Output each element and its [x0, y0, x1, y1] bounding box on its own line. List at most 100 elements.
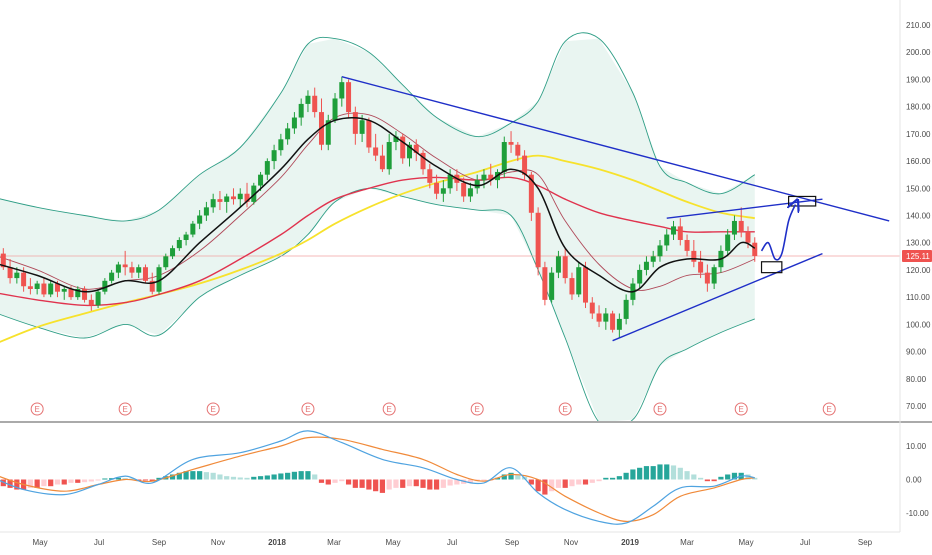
earnings-marker[interactable]: E	[382, 402, 396, 416]
candle[interactable]	[48, 280, 54, 298]
candle[interactable]	[467, 182, 473, 202]
candle[interactable]	[474, 174, 480, 194]
candle[interactable]	[264, 158, 270, 181]
candle[interactable]	[251, 182, 257, 205]
candle[interactable]	[373, 133, 379, 162]
candle[interactable]	[440, 180, 446, 202]
candle[interactable]	[271, 144, 277, 170]
candle[interactable]	[549, 267, 555, 303]
candle[interactable]	[427, 163, 433, 189]
candle[interactable]	[603, 308, 609, 330]
candle[interactable]	[95, 288, 101, 309]
candle[interactable]	[671, 220, 677, 240]
candle[interactable]	[34, 280, 40, 295]
earnings-marker[interactable]: E	[118, 402, 132, 416]
candle[interactable]	[75, 286, 81, 300]
candle[interactable]	[244, 182, 250, 208]
candle[interactable]	[691, 239, 697, 268]
candle[interactable]	[183, 231, 189, 246]
earnings-marker[interactable]: E	[30, 402, 44, 416]
candle[interactable]	[576, 261, 582, 298]
candle[interactable]	[420, 150, 426, 175]
candle[interactable]	[657, 239, 663, 262]
earnings-marker[interactable]: E	[653, 402, 667, 416]
candle[interactable]	[352, 106, 358, 145]
candle[interactable]	[88, 294, 94, 311]
candle[interactable]	[508, 131, 514, 153]
candle[interactable]	[447, 169, 453, 194]
candle[interactable]	[366, 117, 372, 153]
candle[interactable]	[163, 253, 169, 270]
candle[interactable]	[82, 286, 88, 303]
candle[interactable]	[156, 264, 162, 295]
earnings-marker[interactable]: E	[206, 402, 220, 416]
candle[interactable]	[542, 261, 548, 306]
target-box[interactable]	[760, 261, 783, 274]
candle[interactable]	[203, 201, 209, 221]
macd-panel[interactable]	[0, 430, 758, 525]
candle[interactable]	[535, 207, 541, 276]
candle[interactable]	[413, 139, 419, 162]
candle[interactable]	[291, 112, 297, 134]
candle[interactable]	[325, 114, 331, 151]
candle[interactable]	[41, 278, 47, 298]
candle[interactable]	[359, 114, 365, 143]
earnings-marker[interactable]: E	[734, 402, 748, 416]
candle[interactable]	[237, 188, 243, 208]
candle[interactable]	[596, 305, 602, 328]
candle[interactable]	[285, 122, 291, 145]
candle[interactable]	[386, 133, 392, 175]
candle[interactable]	[61, 286, 67, 300]
candle[interactable]	[109, 269, 115, 284]
candle[interactable]	[332, 93, 338, 123]
earnings-marker[interactable]: E	[470, 402, 484, 416]
candle[interactable]	[312, 87, 318, 118]
candle[interactable]	[752, 237, 758, 262]
candle[interactable]	[339, 76, 345, 107]
candle[interactable]	[298, 98, 304, 126]
candle[interactable]	[217, 191, 223, 211]
candle[interactable]	[136, 264, 142, 279]
candle[interactable]	[684, 234, 690, 257]
candle[interactable]	[7, 259, 13, 284]
candle[interactable]	[434, 174, 440, 200]
candle[interactable]	[176, 237, 182, 251]
candle[interactable]	[224, 193, 230, 213]
candle[interactable]	[230, 188, 236, 205]
candle[interactable]	[102, 278, 108, 295]
candle[interactable]	[583, 261, 589, 309]
candle[interactable]	[555, 250, 561, 279]
candle[interactable]	[400, 133, 406, 164]
candle[interactable]	[589, 297, 595, 319]
candle[interactable]	[379, 144, 385, 172]
candle[interactable]	[122, 250, 128, 276]
candle[interactable]	[515, 142, 521, 162]
candle[interactable]	[346, 79, 352, 118]
candle[interactable]	[610, 310, 616, 333]
candle[interactable]	[650, 250, 656, 268]
trendline[interactable]	[612, 252, 823, 342]
candle[interactable]	[129, 261, 135, 279]
candle[interactable]	[190, 220, 196, 238]
candle[interactable]	[569, 272, 575, 300]
candle[interactable]	[664, 229, 670, 251]
candle[interactable]	[731, 215, 737, 240]
earnings-marker[interactable]: E	[822, 402, 836, 416]
candle[interactable]	[210, 193, 216, 213]
candle[interactable]	[562, 248, 568, 284]
candle[interactable]	[115, 261, 121, 279]
candle[interactable]	[616, 313, 622, 338]
candle[interactable]	[623, 294, 629, 325]
candle[interactable]	[481, 169, 487, 189]
earnings-marker[interactable]: E	[301, 402, 315, 416]
candle[interactable]	[27, 278, 33, 295]
candle[interactable]	[488, 163, 494, 186]
candle[interactable]	[197, 210, 203, 230]
candle[interactable]	[725, 229, 731, 257]
candle[interactable]	[738, 207, 744, 238]
candle[interactable]	[704, 264, 710, 292]
candle[interactable]	[711, 264, 717, 289]
candle[interactable]	[522, 150, 528, 181]
